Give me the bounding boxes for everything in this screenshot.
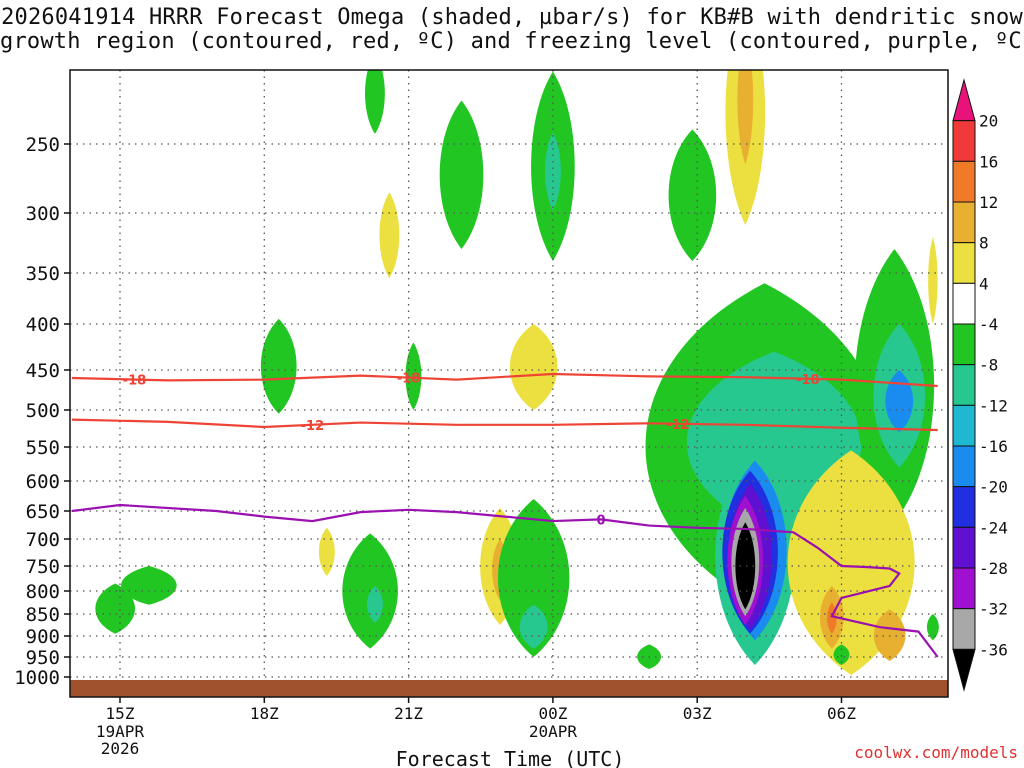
colorbar-swatch	[952, 526, 976, 569]
contours: -18 -18 -18 -12 -12 0	[71, 372, 939, 658]
colorbar-label: -32	[979, 600, 1008, 619]
omega-region	[833, 644, 850, 665]
omega-region	[668, 129, 717, 261]
axes: 2503003504004505005506006507007508008509…	[14, 134, 856, 758]
y-tick-label: 800	[26, 581, 60, 603]
y-tick-label: 700	[26, 529, 60, 551]
omega-region	[737, 70, 754, 165]
colorbar-label: -36	[979, 640, 1008, 659]
colorbar-label: 8	[979, 234, 989, 253]
x-tick-label: 15Z	[106, 704, 135, 723]
omega-region	[95, 583, 136, 634]
omega-region	[439, 100, 484, 249]
y-tick-label: 350	[26, 263, 60, 285]
contour-label: -12	[301, 419, 325, 434]
colorbar-label: -12	[979, 396, 1008, 415]
omega-region	[405, 342, 422, 410]
omega-region	[260, 318, 297, 414]
y-tick-label: 550	[26, 437, 60, 459]
colorbar-label: 12	[979, 193, 998, 212]
colorbar-swatch	[952, 201, 976, 244]
y-tick-label: 850	[26, 604, 60, 626]
omega-region	[509, 324, 558, 410]
colorbar-label: -24	[979, 518, 1008, 537]
colorbar: 20 16 12 8 4 -4 -8 -12 -16 -20 -24 -28 -32 -36	[952, 78, 1008, 692]
x-tick-sublabel: 2026	[101, 739, 140, 758]
colorbar-swatch	[952, 242, 976, 284]
y-tick-label: 1000	[14, 667, 60, 689]
y-tick-label: 500	[26, 400, 60, 422]
x-axis-label: Forecast Time (UTC)	[396, 747, 625, 768]
y-tick-label: 600	[26, 471, 60, 493]
colorbar-swatch	[952, 404, 976, 447]
colorbar-swatch	[952, 282, 976, 325]
omega-region	[318, 527, 335, 576]
x-tick-label: 06Z	[827, 704, 856, 723]
footer-credit: coolwx.com/models	[854, 743, 1018, 762]
omega-region	[544, 132, 561, 211]
y-tick-label: 750	[26, 556, 60, 578]
colorbar-swatch	[952, 160, 976, 203]
colorbar-label: 16	[979, 152, 998, 171]
colorbar-swatch	[952, 567, 976, 610]
plot-area: -18 -18 -18 -12 -12 0	[69, 69, 949, 698]
y-tick-label: 900	[26, 626, 60, 648]
colorbar-swatch	[952, 608, 976, 650]
colorbar-label: -4	[979, 315, 998, 334]
colorbar-swatch	[952, 445, 976, 488]
plot-frame	[69, 69, 949, 698]
omega-region	[928, 237, 938, 324]
omega-region	[379, 192, 400, 279]
colorbar-arrow-top	[952, 78, 976, 122]
colorbar-swatch	[952, 364, 976, 406]
contour-line	[71, 372, 938, 388]
title-line-1: 2026041914 HRRR Forecast Omega (shaded, …	[1, 5, 1023, 30]
colorbar-arrow-bottom	[952, 648, 976, 692]
x-tick-label: 21Z	[394, 704, 423, 723]
omega-region	[366, 586, 383, 623]
omega-region	[519, 604, 548, 649]
grid	[70, 70, 948, 680]
y-tick-label: 650	[26, 501, 60, 523]
title-line-2: growth region (contoured, red, ºC) and f…	[0, 29, 1024, 54]
contour-label: -18	[796, 373, 820, 388]
contour-label: -18	[123, 374, 147, 389]
contour-label: -12	[666, 418, 690, 433]
contour-label: 0	[596, 513, 605, 528]
omega-region	[365, 70, 385, 134]
x-tick-label: 00Z	[538, 704, 567, 723]
y-tick-label: 450	[26, 360, 60, 382]
x-tick-sublabel: 20APR	[529, 722, 578, 741]
colorbar-label: -8	[979, 356, 998, 375]
colorbar-label: -16	[979, 437, 1008, 456]
colorbar-swatch	[952, 323, 976, 366]
colorbar-label: -20	[979, 478, 1008, 497]
y-tick-label: 300	[26, 203, 60, 225]
y-tick-label: 400	[26, 314, 60, 336]
x-tick-label: 18Z	[250, 704, 279, 723]
colorbar-swatch	[952, 120, 976, 162]
ground-surface	[70, 680, 948, 697]
omega-region	[735, 522, 756, 610]
contour-line	[71, 418, 938, 432]
colorbar-label: 4	[979, 274, 989, 293]
omega-region	[873, 609, 906, 661]
contour-label: -18	[397, 372, 421, 387]
omega-region	[885, 370, 914, 433]
colorbar-swatch	[952, 486, 976, 528]
y-tick-label: 250	[26, 134, 60, 156]
omega-region	[121, 566, 177, 605]
y-tick-label: 950	[26, 647, 60, 669]
contour-line	[71, 503, 939, 658]
omega-region	[926, 614, 939, 641]
x-tick-sublabel: 19APR	[96, 722, 145, 741]
chart-title: 2026041914 HRRR Forecast Omega (shaded, …	[0, 6, 1024, 54]
colorbar-label: 20	[979, 112, 998, 131]
x-tick-label: 03Z	[683, 704, 712, 723]
colorbar-label: -28	[979, 559, 1008, 578]
